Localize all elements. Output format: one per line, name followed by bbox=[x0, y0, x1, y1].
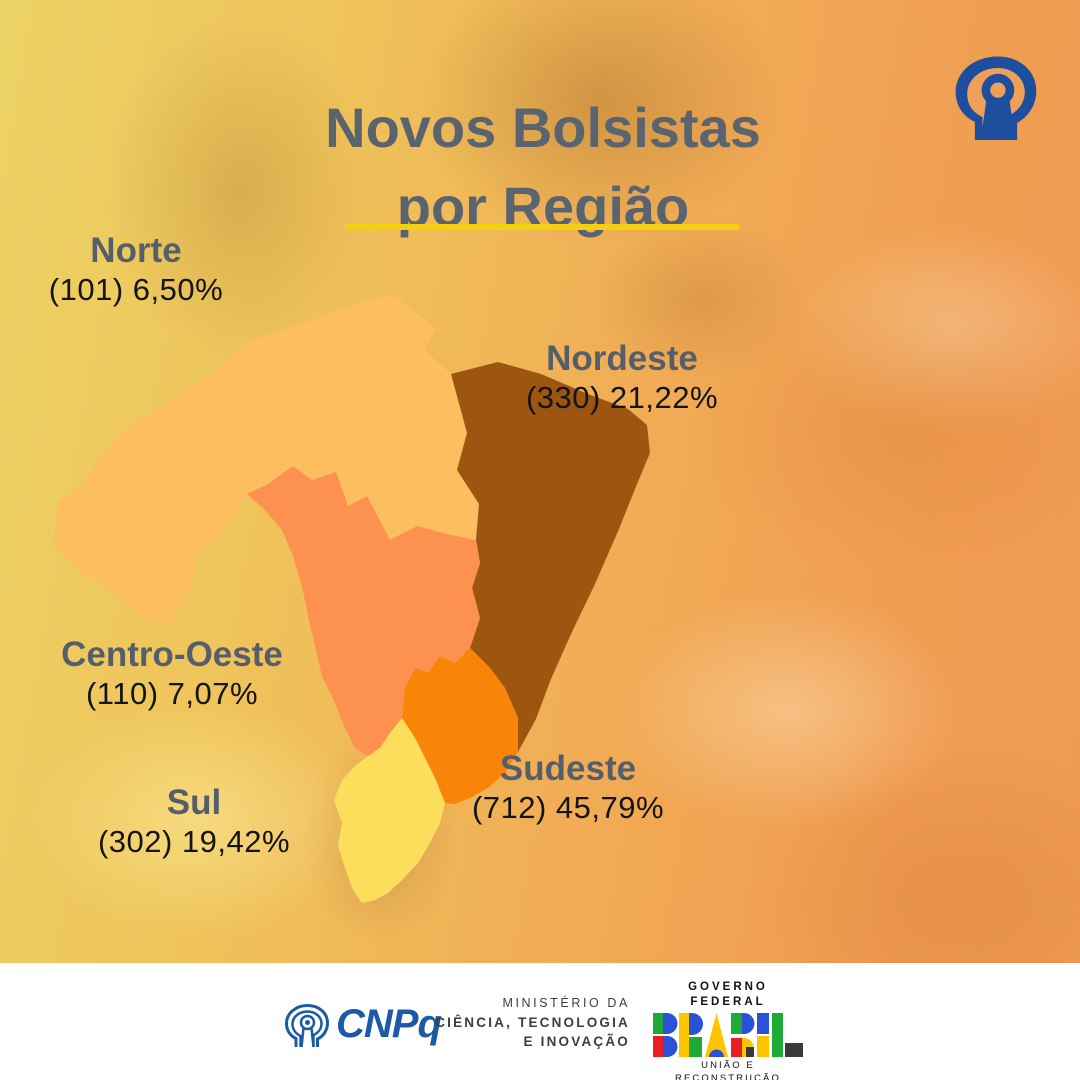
title-line-2: por Região bbox=[396, 175, 690, 238]
label-sudeste: Sudeste (712) 45,79% bbox=[428, 750, 708, 825]
region-shape-nordeste bbox=[451, 362, 650, 752]
title-line-1: Novos Bolsistas bbox=[325, 96, 761, 159]
brazil-region-map bbox=[50, 288, 670, 908]
region-name: Centro-Oeste bbox=[61, 635, 283, 674]
region-name: Sudeste bbox=[499, 749, 637, 788]
region-shape-sul bbox=[334, 718, 445, 903]
title-underline bbox=[345, 224, 739, 230]
label-sul: Sul (302) 19,42% bbox=[54, 784, 334, 859]
cnpq-symbol-logo bbox=[948, 45, 1044, 141]
uniao-reconstrucao-label: UNIÃO E RECONSTRUÇÃO bbox=[675, 1060, 781, 1080]
cnpq-logo: CNPq bbox=[282, 998, 442, 1050]
brasil-wordmark bbox=[648, 1013, 808, 1057]
region-name: Nordeste bbox=[546, 339, 698, 378]
region-shape-sudeste bbox=[402, 648, 518, 804]
region-value: (712) 45,79% bbox=[471, 790, 665, 825]
region-value: (101) 6,50% bbox=[48, 272, 224, 307]
ministry-line-2: CIÊNCIA, TECNOLOGIA bbox=[435, 1015, 630, 1030]
region-value: (110) 7,07% bbox=[85, 676, 259, 711]
label-norte: Norte (101) 6,50% bbox=[0, 232, 276, 307]
region-name: Norte bbox=[90, 231, 182, 270]
cnpq-wordmark: CNPq bbox=[336, 1001, 442, 1046]
ministry-line-3: E INOVAÇÃO bbox=[523, 1034, 630, 1049]
ministry-text: MINISTÉRIO DA CIÊNCIA, TECNOLOGIA E INOV… bbox=[408, 994, 630, 1051]
governo-federal-label: GOVERNO FEDERAL bbox=[688, 981, 768, 1008]
region-value: (302) 19,42% bbox=[97, 824, 291, 859]
page-title: Novos Bolsistas por Região bbox=[203, 88, 883, 246]
footer-bar: CNPq MINISTÉRIO DA CIÊNCIA, TECNOLOGIA E… bbox=[0, 963, 1080, 1080]
region-value: (330) 21,22% bbox=[525, 380, 719, 415]
cnpq-head-icon bbox=[955, 56, 1037, 141]
label-nordeste: Nordeste (330) 21,22% bbox=[482, 340, 762, 415]
ministry-line-1: MINISTÉRIO DA bbox=[502, 996, 630, 1010]
cnpq-head-outline-icon bbox=[284, 1003, 330, 1048]
region-shape-norte bbox=[54, 294, 479, 626]
label-centro-oeste: Centro-Oeste (110) 7,07% bbox=[32, 636, 312, 711]
governo-federal-logo: GOVERNO FEDERAL bbox=[648, 980, 808, 1080]
region-name: Sul bbox=[166, 783, 222, 822]
region-shape-centro-oeste bbox=[247, 466, 480, 756]
